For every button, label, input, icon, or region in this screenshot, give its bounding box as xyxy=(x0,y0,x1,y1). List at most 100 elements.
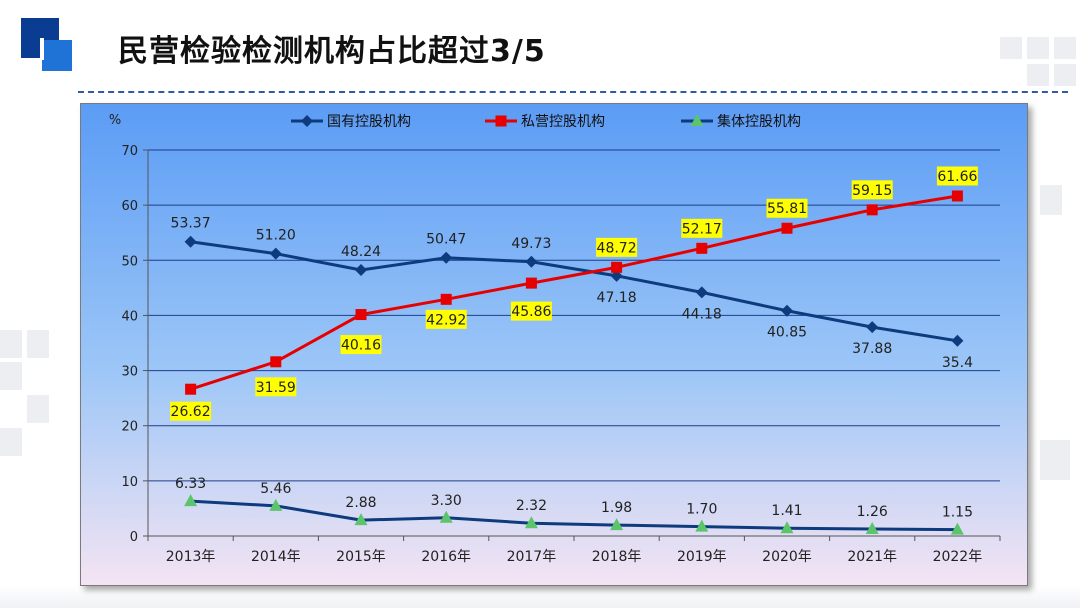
data-label-box xyxy=(340,335,382,355)
data-label: 40.16 xyxy=(341,338,381,354)
data-label: 31.59 xyxy=(256,380,296,396)
decor-square xyxy=(0,330,22,358)
y-tick-label: 40 xyxy=(121,309,138,324)
logo-square-light xyxy=(42,40,72,71)
marker-triangle xyxy=(690,114,704,126)
data-label: 40.85 xyxy=(767,325,807,341)
y-tick-label: 20 xyxy=(121,420,138,435)
data-label: 50.47 xyxy=(426,232,466,248)
marker-triangle xyxy=(950,522,964,535)
marker-square xyxy=(440,293,452,305)
x-tick-label: 2020年 xyxy=(762,549,812,565)
marker-square xyxy=(696,242,708,254)
decor-square xyxy=(0,428,22,456)
data-label: 6.33 xyxy=(175,476,206,492)
legend-label: 私营控股机构 xyxy=(521,114,605,130)
data-label: 1.15 xyxy=(942,505,973,521)
marker-diamond xyxy=(695,286,708,299)
marker-square xyxy=(355,309,367,321)
title-divider xyxy=(78,91,1068,93)
data-label-box xyxy=(681,218,723,238)
data-label: 37.88 xyxy=(852,341,892,357)
data-label: 48.72 xyxy=(597,240,637,256)
marker-triangle xyxy=(354,513,368,526)
marker-diamond xyxy=(951,334,964,347)
series-line xyxy=(190,499,958,532)
marker-square xyxy=(781,222,793,234)
marker-square xyxy=(270,356,282,368)
y-tick-label: 50 xyxy=(121,254,138,269)
data-label: 1.26 xyxy=(857,504,888,520)
y-tick-label: 60 xyxy=(121,199,138,214)
x-tick-label: 2018年 xyxy=(592,549,642,565)
marker-diamond xyxy=(781,304,793,317)
data-label-box xyxy=(596,237,638,257)
series-line xyxy=(190,194,958,391)
decor-square xyxy=(1054,37,1076,59)
data-label: 44.18 xyxy=(682,306,722,322)
data-label: 45.86 xyxy=(511,304,551,320)
marker-triangle xyxy=(524,516,538,529)
marker-diamond xyxy=(269,247,282,260)
data-label: 49.73 xyxy=(511,236,551,252)
series-line xyxy=(190,240,958,343)
data-label: 2.32 xyxy=(516,498,547,514)
decor-square xyxy=(1040,185,1062,215)
decor-square xyxy=(0,362,22,390)
marker-square xyxy=(185,383,197,395)
data-label: 61.66 xyxy=(937,169,977,185)
data-label: 1.41 xyxy=(771,503,802,519)
chart-panel: 0 10 20 30 40 50 60 70% 2013年 2014年 2015年 2016年 2017… xyxy=(80,103,1028,586)
marker-square xyxy=(611,261,623,273)
page-title: 民营检验检测机构占比超过3/5 xyxy=(118,34,546,69)
marker-triangle xyxy=(610,518,624,531)
decor-square xyxy=(27,395,49,423)
x-tick-label: 2014年 xyxy=(251,549,301,565)
data-label: 26.62 xyxy=(171,404,211,420)
data-label-box xyxy=(510,301,552,321)
marker-diamond xyxy=(440,251,453,264)
y-tick-label: 70 xyxy=(121,144,138,159)
marker-square xyxy=(951,190,963,202)
y-tick-label: 10 xyxy=(121,475,138,490)
data-label: 51.20 xyxy=(256,228,296,244)
marker-square xyxy=(495,115,507,127)
marker-diamond xyxy=(355,263,367,276)
decor-square xyxy=(1027,37,1049,59)
data-label-box xyxy=(766,198,808,218)
data-label-box xyxy=(936,166,978,186)
data-label-box xyxy=(255,377,297,397)
data-label: 47.18 xyxy=(597,290,637,306)
x-tick-label: 2019年 xyxy=(677,549,727,565)
line-chart: 0 10 20 30 40 50 60 70% 2013年 2014年 2015年 2016年 2017… xyxy=(81,104,1027,585)
decor-square xyxy=(1054,64,1076,86)
y-tick-label: 30 xyxy=(121,365,138,380)
data-label-box xyxy=(170,401,212,421)
data-label: 55.81 xyxy=(767,201,807,217)
data-label: 3.30 xyxy=(431,493,462,509)
marker-triangle xyxy=(865,522,879,535)
decor-square xyxy=(27,330,49,358)
data-label: 59.15 xyxy=(852,183,892,199)
data-label: 52.17 xyxy=(682,221,722,237)
marker-square xyxy=(525,277,537,289)
floor-gradient xyxy=(0,586,1080,608)
marker-triangle xyxy=(439,510,453,523)
x-tick-label: 2016年 xyxy=(421,549,471,565)
data-label-box xyxy=(425,309,467,329)
data-label-box xyxy=(851,180,893,200)
y-tick-label: 0 xyxy=(130,530,138,545)
marker-triangle xyxy=(780,521,794,534)
marker-diamond xyxy=(301,115,313,127)
data-label: 1.98 xyxy=(601,500,632,516)
logo-gap xyxy=(40,38,44,60)
x-tick-label: 2017年 xyxy=(507,549,557,565)
marker-triangle xyxy=(695,519,709,532)
data-label: 35.4 xyxy=(942,355,973,371)
legend-label: 国有控股机构 xyxy=(327,114,411,130)
marker-diamond xyxy=(184,235,197,248)
data-label: 2.88 xyxy=(345,495,376,511)
marker-square xyxy=(866,204,878,216)
y-axis-label: % xyxy=(109,113,121,128)
x-tick-label: 2013年 xyxy=(166,549,216,565)
